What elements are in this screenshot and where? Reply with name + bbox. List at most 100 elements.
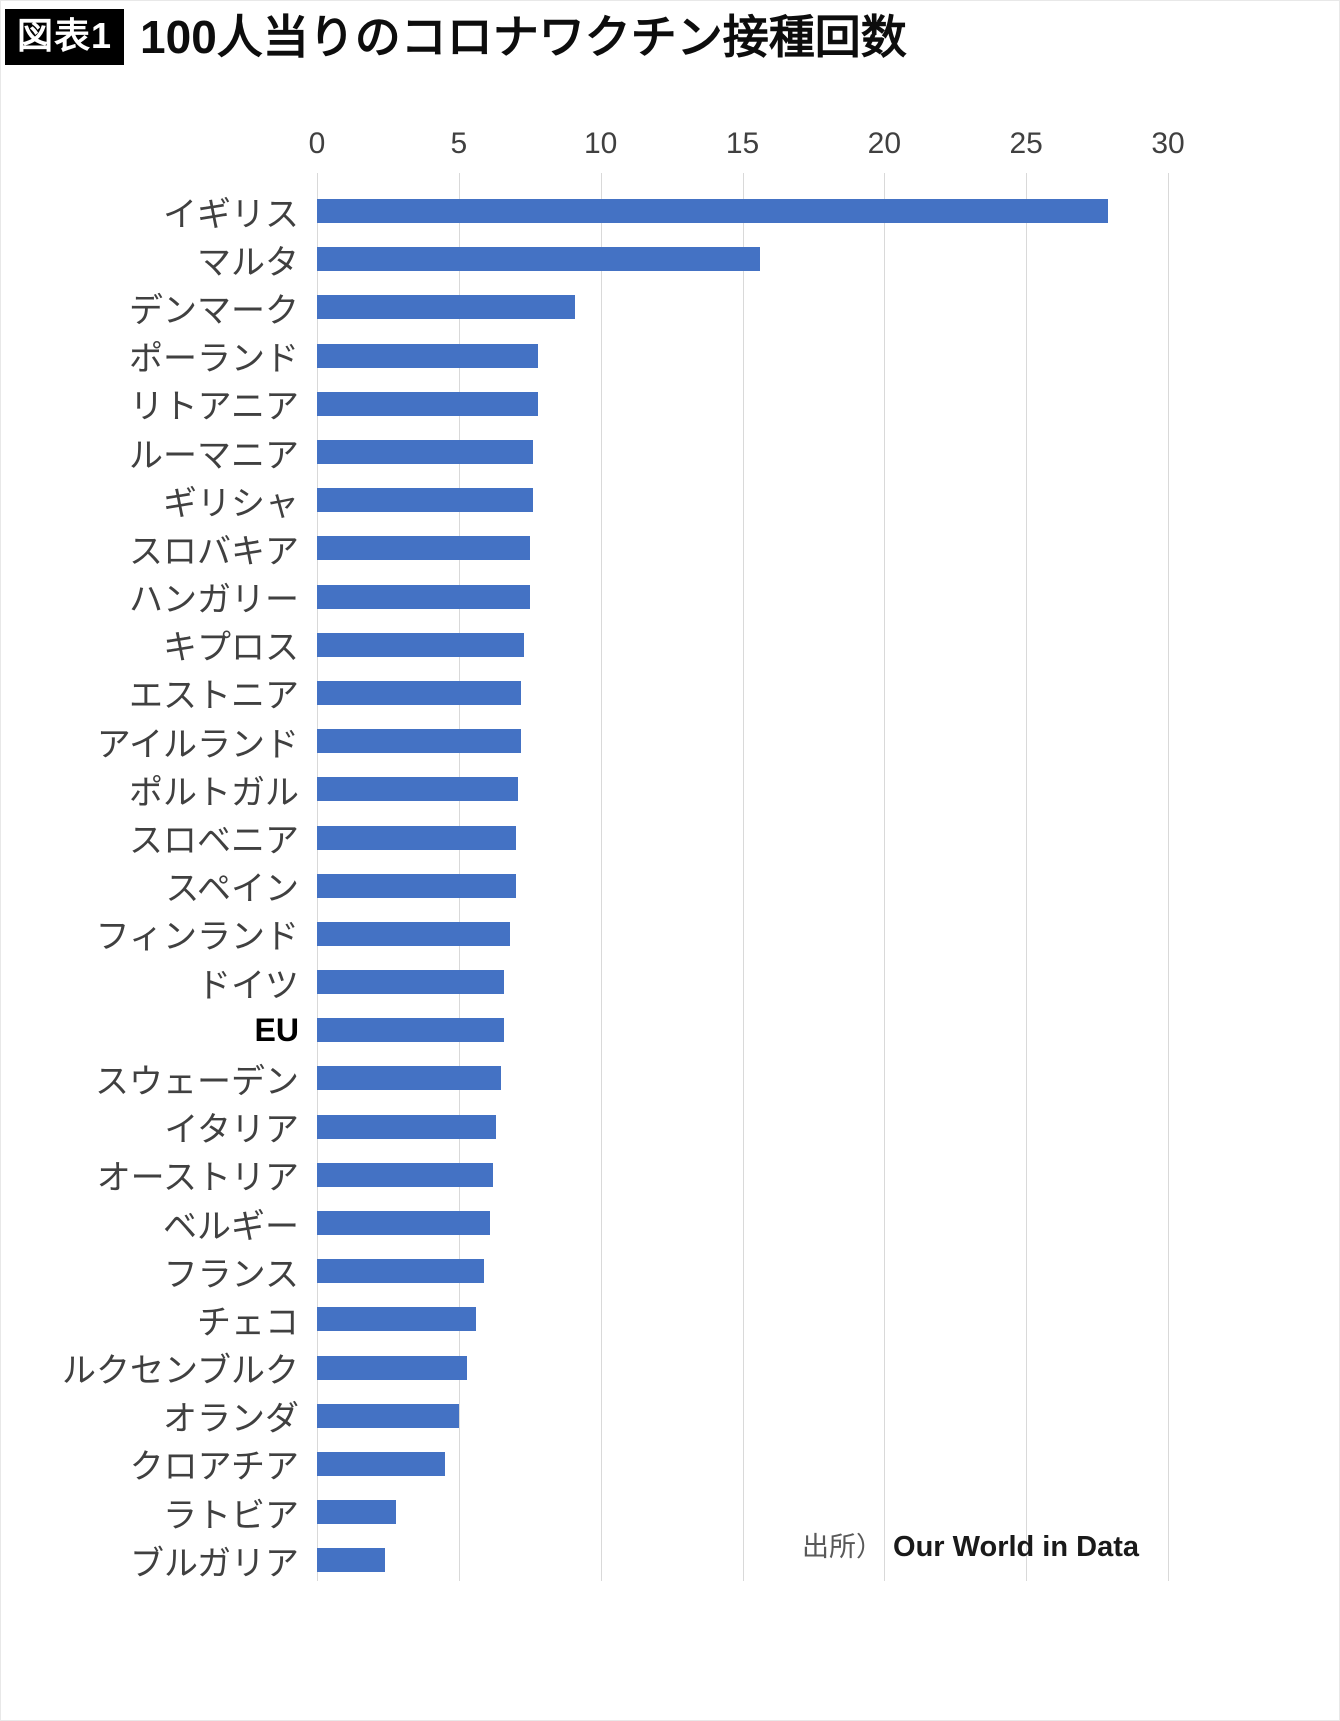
bar-zone [317, 283, 1168, 331]
bar [317, 1403, 459, 1428]
bar [317, 295, 576, 320]
bar-zone [317, 1151, 1168, 1199]
bar [317, 1355, 468, 1380]
bar-row: リトアニア [1, 380, 1168, 428]
bar-zone [317, 669, 1168, 717]
category-label: EU [254, 1011, 299, 1048]
category-label: イギリス [163, 195, 299, 234]
bar-zone [317, 1103, 1168, 1151]
bar [317, 1500, 397, 1525]
bar-zone [317, 862, 1168, 910]
bar-row: ギリシャ [1, 476, 1168, 524]
figure-header: 図表1 100人当りのコロナワクチン接種回数 [5, 9, 907, 65]
bar-row: ハンガリー [1, 573, 1168, 621]
bar [317, 584, 530, 609]
bar-zone [317, 1344, 1168, 1392]
bar-row: ポルトガル [1, 765, 1168, 813]
bar [317, 1211, 491, 1236]
bar-zone [317, 524, 1168, 572]
bar-row: フィンランド [1, 910, 1168, 958]
bar-row: オランダ [1, 1392, 1168, 1440]
bar-zone [317, 332, 1168, 380]
bar-rows: イギリスマルタデンマーク ポーランドリトアニアルーマニアギリシャスロバキアハンガリ… [1, 187, 1168, 1584]
category-label: ルクセンブルク [62, 1352, 299, 1391]
bar-row: スペイン [1, 862, 1168, 910]
bar [317, 488, 533, 513]
bar [317, 1162, 493, 1187]
bar [317, 247, 760, 272]
bar-zone [317, 910, 1168, 958]
category-label: スロベニア [129, 822, 299, 861]
category-label: オーストリア [96, 1159, 299, 1198]
bar [317, 536, 530, 561]
category-label: チェコ [197, 1303, 299, 1342]
x-axis-ticks: 0 5 10 15 20 25 30 [309, 127, 1185, 165]
bar-zone [317, 621, 1168, 669]
x-tick-label: 15 [725, 127, 760, 160]
gridline [884, 173, 886, 1581]
bar-zone [317, 1536, 1168, 1584]
bar-row: クロアチア [1, 1440, 1168, 1488]
bar-row: フランス [1, 1247, 1168, 1295]
category-label: エストニア [129, 677, 299, 716]
bar [317, 1548, 386, 1573]
bar-zone [317, 476, 1168, 524]
bar-row: オーストリア [1, 1151, 1168, 1199]
bar [317, 1259, 485, 1284]
category-label: ブルガリア [130, 1544, 299, 1583]
category-label: ルーマニア [129, 436, 299, 475]
category-label: リトアニア [129, 388, 299, 427]
bar-zone [317, 1392, 1168, 1440]
bar-zone [317, 1054, 1168, 1102]
gridline [600, 173, 602, 1581]
bar-zone [317, 187, 1168, 235]
bar-row: チェコ [1, 1295, 1168, 1343]
bar [317, 825, 516, 850]
x-tick-label: 10 [583, 127, 618, 160]
category-label: デンマーク [129, 291, 299, 330]
category-label: スペイン [165, 870, 299, 909]
category-label: ギリシャ [163, 484, 299, 523]
bar-zone [317, 1440, 1168, 1488]
gridline [1026, 173, 1028, 1581]
x-tick-label: 30 [1151, 127, 1185, 160]
bar-row: ラトビア [1, 1488, 1168, 1536]
bar-zone [317, 1247, 1168, 1295]
bar-row: マルタ [1, 235, 1168, 283]
source-prefix-label: 出所） [802, 1532, 884, 1562]
category-label: ドイツ [197, 966, 299, 1005]
bar [317, 680, 522, 705]
bar-row: デンマーク [1, 283, 1168, 331]
bar [317, 440, 533, 465]
category-label: ハンガリー [129, 581, 299, 620]
bar-row: イギリス [1, 187, 1168, 235]
bar-row: ブルガリア [1, 1536, 1168, 1584]
bar [317, 1451, 445, 1476]
bar-row: エストニア [1, 669, 1168, 717]
bar-row: ドイツ [1, 958, 1168, 1006]
bar [317, 199, 1109, 224]
category-label: スウェーデン [95, 1062, 299, 1101]
category-label: スロバキア [129, 532, 299, 571]
bar [317, 873, 516, 898]
category-label: イタリア [164, 1111, 299, 1150]
x-tick-label: 25 [1009, 127, 1043, 160]
category-label: クロアチア [129, 1448, 299, 1487]
bar [317, 921, 510, 946]
bar-row: ルーマニア [1, 428, 1168, 476]
gridline [1168, 173, 1169, 1581]
bar-row: スウェーデン [1, 1054, 1168, 1102]
bar-row: ベルギー [1, 1199, 1168, 1247]
bar-zone [317, 235, 1168, 283]
figure-number-badge: 図表1 [5, 9, 125, 65]
bar [317, 729, 522, 754]
bar-zone [317, 573, 1168, 621]
bar-zone [317, 1488, 1168, 1536]
bar-zone [317, 1006, 1168, 1054]
category-label: マルタ [197, 243, 299, 282]
category-label: ラトビア [163, 1496, 299, 1535]
bar-row: ポーランド [1, 332, 1168, 380]
category-label: ポルトガル [129, 773, 299, 812]
category-label: アイルランド [96, 725, 299, 764]
